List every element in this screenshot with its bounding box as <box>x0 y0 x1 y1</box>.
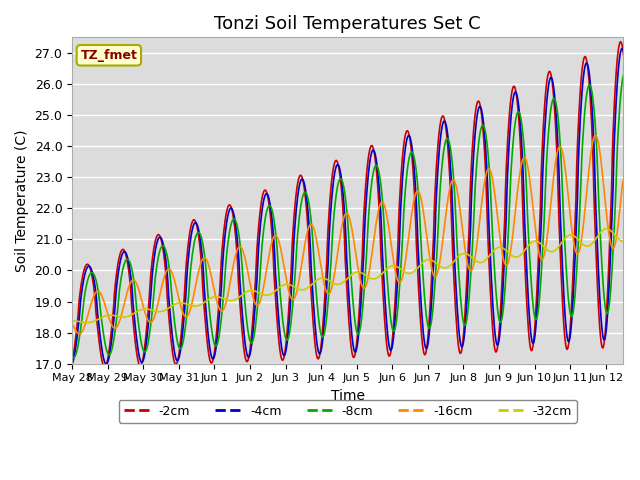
Text: TZ_fmet: TZ_fmet <box>81 49 138 62</box>
Y-axis label: Soil Temperature (C): Soil Temperature (C) <box>15 129 29 272</box>
Title: Tonzi Soil Temperatures Set C: Tonzi Soil Temperatures Set C <box>214 15 481 33</box>
X-axis label: Time: Time <box>331 389 365 403</box>
Legend: -2cm, -4cm, -8cm, -16cm, -32cm: -2cm, -4cm, -8cm, -16cm, -32cm <box>118 400 577 423</box>
